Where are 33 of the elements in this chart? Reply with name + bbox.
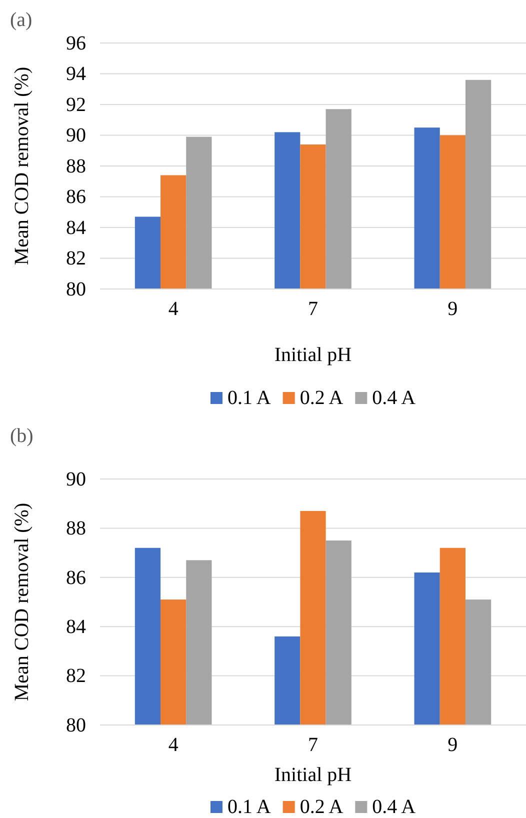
x-axis-title: Initial pH	[274, 764, 352, 786]
legend-label: 0.4 A	[372, 796, 416, 818]
chart-title: (b)	[10, 425, 34, 447]
y-tick-label: 80	[66, 714, 86, 736]
y-tick-label: 88	[66, 518, 86, 540]
x-tick-label: 9	[448, 734, 458, 756]
y-tick-label: 90	[66, 468, 86, 490]
x-axis-title: Initial pH	[274, 344, 352, 366]
y-axis-title: Mean COD removal (%)	[11, 502, 33, 702]
legend-label: 0.1 A	[227, 796, 272, 818]
y-tick-label: 86	[66, 566, 86, 589]
y-tick-label: 90	[66, 124, 86, 147]
legend-label: 0.2 A	[300, 387, 344, 409]
x-tick-label: 9	[448, 298, 458, 320]
y-tick-label: 92	[66, 94, 86, 116]
y-tick-label: 84	[66, 616, 86, 638]
y-tick-label: 82	[66, 665, 86, 688]
chart-title: (a)	[10, 9, 32, 31]
y-tick-label: 96	[66, 32, 86, 54]
y-tick-label: 80	[66, 278, 86, 300]
legend-label: 0.2 A	[300, 796, 344, 818]
y-tick-label: 86	[66, 186, 86, 208]
y-tick-label: 84	[66, 216, 86, 239]
x-tick-label: 4	[168, 298, 178, 320]
legend-label: 0.4 A	[372, 387, 416, 409]
legend-label: 0.1 A	[227, 387, 272, 409]
x-tick-label: 4	[168, 734, 178, 756]
y-tick-label: 82	[66, 248, 86, 270]
y-axis-title: Mean COD removal (%)	[11, 66, 33, 266]
x-tick-label: 7	[308, 734, 318, 756]
y-tick-label: 94	[66, 63, 86, 86]
y-tick-label: 88	[66, 155, 86, 178]
x-tick-label: 7	[308, 298, 318, 320]
